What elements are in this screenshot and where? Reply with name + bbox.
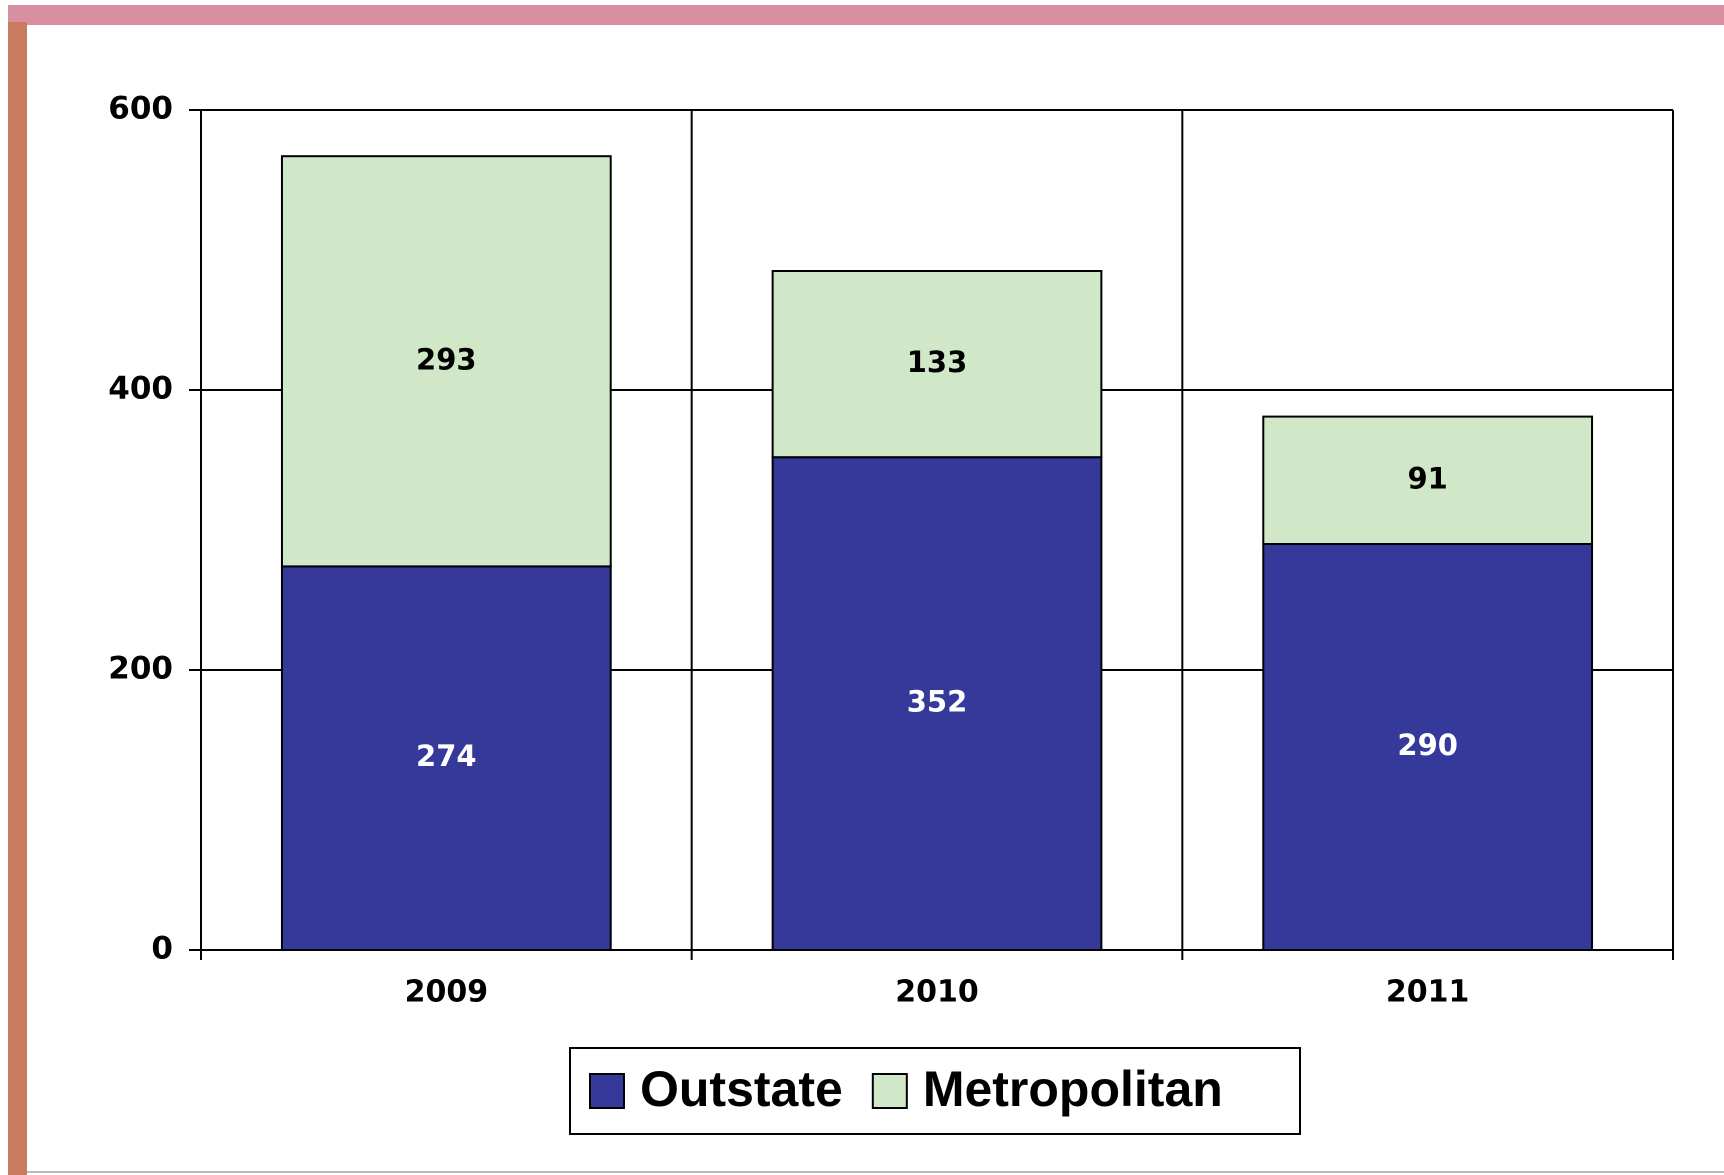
legend-label: Metropolitan <box>923 1061 1223 1117</box>
value-label: 133 <box>907 345 968 379</box>
legend-box <box>569 1047 1301 1135</box>
x-tick-label: 2010 <box>895 975 979 1010</box>
value-label: 352 <box>907 685 968 719</box>
y-tick-label: 400 <box>108 371 173 407</box>
bar-segment <box>771 270 1103 459</box>
value-label: 293 <box>416 342 477 376</box>
left-band <box>8 22 27 1175</box>
value-label: 274 <box>416 739 477 773</box>
bar-segment <box>1262 543 1594 951</box>
y-tick-label: 0 <box>151 931 173 967</box>
bar-segment <box>280 155 612 568</box>
x-tick-label: 2009 <box>405 975 489 1010</box>
y-tick-label: 200 <box>108 651 173 687</box>
value-label: 290 <box>1397 728 1458 762</box>
bar-segment <box>280 565 612 952</box>
value-label: 91 <box>1407 461 1447 495</box>
legend-swatch <box>871 1073 908 1109</box>
top-band <box>8 5 1724 25</box>
y-tick-label: 600 <box>108 91 173 127</box>
legend-label: Outstate <box>640 1061 843 1117</box>
bar-segment <box>1262 415 1594 546</box>
legend-swatch <box>589 1073 625 1109</box>
x-tick-label: 2011 <box>1386 975 1470 1010</box>
